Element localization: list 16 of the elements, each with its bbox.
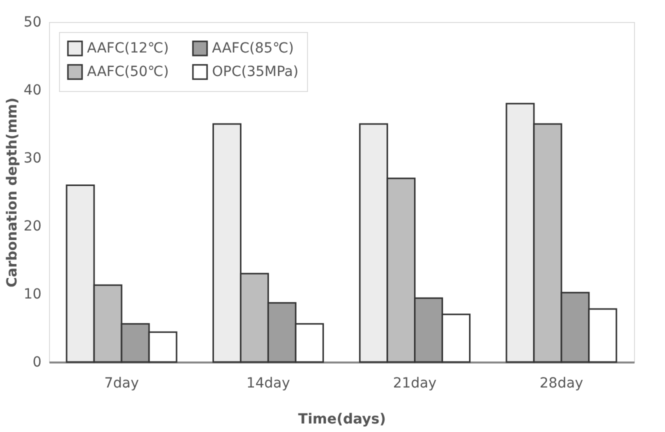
legend-label: AAFC(12℃) (87, 40, 169, 56)
y-tick-label: 0 (32, 354, 42, 370)
y-axis-title: Carbonation depth(mm) (4, 98, 21, 288)
x-tick-label: 7day (104, 376, 139, 392)
x-axis-title: Time(days) (298, 412, 386, 428)
y-tick-label: 40 (24, 82, 42, 98)
legend-label: OPC(35MPa) (212, 64, 298, 80)
legend-label: AAFC(85℃) (212, 40, 294, 56)
y-tick-label: 20 (24, 218, 42, 234)
y-tick-label: 50 (24, 14, 42, 30)
legend-label: AAFC(50℃) (87, 64, 169, 80)
y-tick-label: 10 (24, 286, 42, 302)
y-tick-label: 30 (24, 150, 42, 166)
x-tick-label: 14day (246, 376, 290, 392)
x-tick-label: 28day (540, 376, 584, 392)
x-tick-label: 21day (393, 376, 437, 392)
